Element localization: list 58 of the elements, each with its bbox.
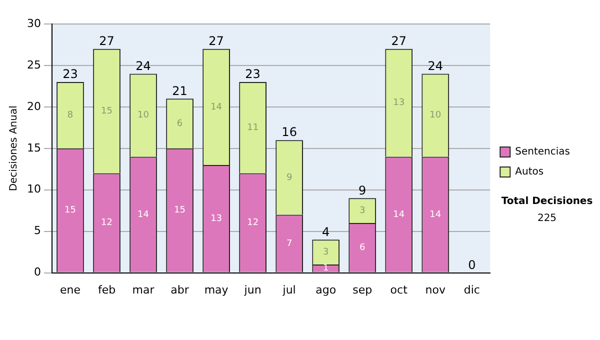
data-label: 10 [430, 110, 442, 121]
legend-label: Sentencias [515, 146, 570, 158]
data-label: 7 [286, 238, 292, 249]
data-label: 6 [359, 243, 366, 254]
y-axis-title: Decisiones Anual [8, 106, 20, 192]
data-label: 14 [430, 210, 442, 220]
y-tick-label: 5 [34, 224, 41, 238]
data-label: 15 [174, 206, 186, 216]
total-label: 27 [99, 34, 114, 48]
x-tick-label: oct [390, 283, 408, 296]
data-label: 12 [247, 218, 259, 228]
total-label: 9 [358, 183, 366, 198]
text: 225 [536, 213, 558, 224]
data-label: 10 [138, 110, 150, 121]
total-label: 27 [391, 34, 406, 48]
legend-label: Autos [515, 166, 544, 178]
x-tick-label: may [204, 283, 229, 296]
x-tick-label: ene [60, 283, 81, 296]
y-tick-label: 15 [26, 141, 41, 154]
data-label: 13 [210, 214, 222, 224]
total-label: 24 [136, 58, 151, 73]
y-tick-label: 10 [26, 182, 41, 196]
data-label: 12 [101, 218, 112, 228]
x-tick-label: ago [316, 283, 336, 296]
data-label: 1 [322, 264, 329, 274]
y-tick-label: 25 [26, 58, 41, 72]
text: Total Decisiones [500, 196, 594, 207]
data-label: 15 [64, 206, 76, 216]
data-label: 8 [67, 110, 74, 121]
data-label: 15 [101, 106, 112, 116]
total-label: 0 [468, 258, 476, 272]
total-label: 23 [62, 67, 78, 82]
data-label: 14 [138, 210, 150, 220]
total-label: 24 [428, 58, 444, 73]
data-label: 6 [176, 118, 183, 129]
total-label: 16 [282, 125, 297, 140]
x-tick-label: dic [464, 283, 480, 296]
data-label: 11 [247, 123, 259, 134]
data-label: 9 [286, 172, 292, 183]
total-label: 21 [172, 84, 188, 98]
y-tick-label: 0 [34, 266, 41, 279]
x-tick-label: sep [352, 283, 372, 296]
x-tick-label: abr [170, 283, 190, 296]
x-tick-label: feb [98, 283, 116, 296]
data-label: 3 [359, 206, 366, 216]
total-label: 27 [208, 34, 224, 48]
data-label: 13 [393, 98, 405, 108]
y-tick-label: 20 [26, 100, 41, 113]
data-label: 14 [210, 102, 222, 112]
x-tick-label: jun [243, 283, 262, 296]
x-tick-label: jul [282, 283, 296, 296]
x-tick-label: mar [132, 283, 155, 296]
x-tick-label: nov [425, 283, 446, 296]
y-tick-label: 30 [26, 16, 41, 30]
data-label: 14 [393, 210, 405, 220]
total-label: 23 [245, 67, 260, 82]
total-label: 4 [322, 224, 330, 239]
data-label: 3 [322, 247, 329, 258]
